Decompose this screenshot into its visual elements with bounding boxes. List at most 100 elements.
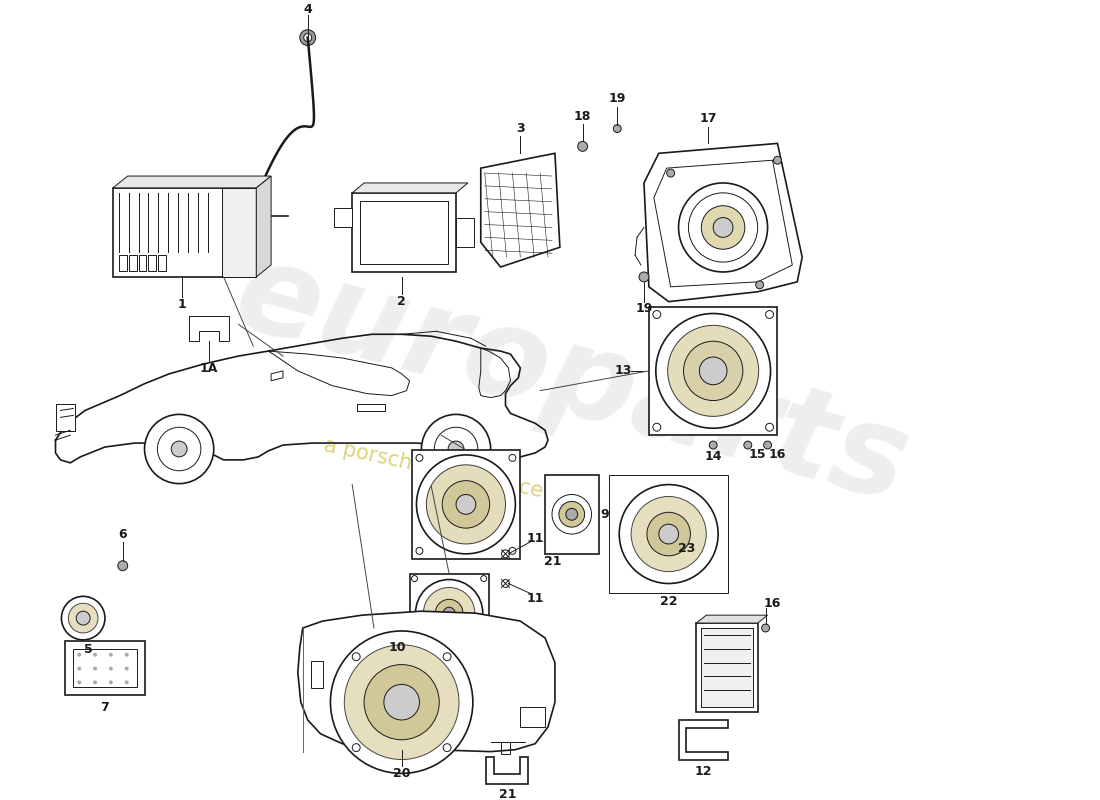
Bar (520, 707, 546, 727)
Text: 7: 7 (100, 701, 109, 714)
Bar (113, 188, 256, 277)
Text: 2: 2 (397, 295, 406, 308)
Circle shape (668, 326, 759, 416)
Circle shape (763, 441, 771, 449)
Circle shape (631, 497, 706, 572)
Bar (358, 403, 385, 411)
Circle shape (144, 414, 213, 484)
Text: 18: 18 (574, 110, 592, 123)
Circle shape (344, 645, 459, 759)
Circle shape (683, 342, 743, 401)
Text: 21: 21 (544, 555, 562, 568)
Text: 13: 13 (615, 364, 631, 378)
Text: 1: 1 (178, 298, 187, 311)
Text: 19: 19 (636, 302, 652, 315)
Circle shape (773, 156, 781, 164)
Circle shape (614, 125, 622, 133)
Circle shape (124, 653, 129, 657)
Text: 1A: 1A (199, 362, 218, 375)
Text: 20: 20 (393, 767, 410, 780)
Bar (409, 574, 488, 653)
Polygon shape (189, 317, 229, 342)
Polygon shape (609, 474, 728, 594)
Circle shape (565, 508, 578, 520)
Circle shape (109, 653, 113, 657)
Circle shape (436, 599, 463, 627)
Bar (546, 474, 600, 554)
Circle shape (124, 666, 129, 670)
Circle shape (713, 218, 733, 238)
Text: 17: 17 (700, 112, 717, 125)
Circle shape (756, 281, 763, 289)
Circle shape (702, 206, 745, 250)
Polygon shape (352, 183, 468, 193)
Text: 14: 14 (704, 450, 722, 463)
Circle shape (330, 631, 473, 774)
Circle shape (124, 681, 129, 684)
Circle shape (639, 272, 649, 282)
Bar (74, 649, 136, 687)
Circle shape (619, 485, 718, 583)
Circle shape (421, 414, 491, 484)
Circle shape (77, 666, 81, 670)
Circle shape (424, 587, 475, 639)
Polygon shape (679, 720, 728, 759)
Bar (119, 255, 126, 271)
Polygon shape (644, 143, 802, 302)
Text: 22: 22 (660, 595, 678, 608)
Circle shape (76, 611, 90, 625)
Circle shape (667, 169, 674, 177)
Circle shape (443, 607, 455, 619)
Circle shape (417, 455, 516, 554)
Bar (65, 641, 144, 695)
Bar (649, 306, 778, 435)
Circle shape (442, 481, 490, 528)
Polygon shape (696, 615, 768, 623)
Bar (360, 201, 448, 264)
Circle shape (172, 441, 187, 457)
Text: europarts: europarts (222, 232, 921, 528)
Bar (310, 661, 322, 688)
Circle shape (118, 561, 128, 570)
Polygon shape (486, 757, 528, 784)
Text: 6: 6 (119, 527, 128, 541)
Circle shape (559, 502, 584, 527)
Circle shape (364, 665, 439, 740)
Circle shape (94, 653, 97, 657)
Circle shape (94, 681, 97, 684)
Circle shape (552, 494, 592, 534)
Bar (696, 623, 758, 712)
Circle shape (109, 666, 113, 670)
Circle shape (710, 441, 717, 449)
Circle shape (94, 666, 97, 670)
Polygon shape (334, 208, 352, 227)
Circle shape (659, 524, 679, 544)
Circle shape (77, 681, 81, 684)
Text: 11: 11 (527, 533, 543, 546)
Circle shape (700, 357, 727, 385)
Circle shape (761, 624, 770, 632)
Text: 12: 12 (694, 765, 712, 778)
Text: 21: 21 (498, 788, 516, 800)
Bar (352, 193, 456, 272)
Polygon shape (481, 154, 560, 267)
Polygon shape (113, 176, 271, 188)
Circle shape (300, 30, 316, 46)
Text: 11: 11 (527, 592, 543, 605)
Text: 4: 4 (304, 3, 312, 16)
Bar (55, 403, 75, 431)
Text: 9: 9 (601, 508, 608, 521)
Text: 16: 16 (763, 597, 781, 610)
Circle shape (578, 142, 587, 151)
Text: 23: 23 (678, 542, 695, 555)
Polygon shape (298, 611, 554, 752)
Circle shape (416, 579, 483, 646)
Text: 19: 19 (608, 92, 626, 106)
Circle shape (68, 603, 98, 633)
Circle shape (77, 653, 81, 657)
Polygon shape (271, 371, 283, 381)
Circle shape (656, 314, 770, 428)
Circle shape (427, 465, 506, 544)
Circle shape (744, 441, 751, 449)
Circle shape (456, 494, 476, 514)
